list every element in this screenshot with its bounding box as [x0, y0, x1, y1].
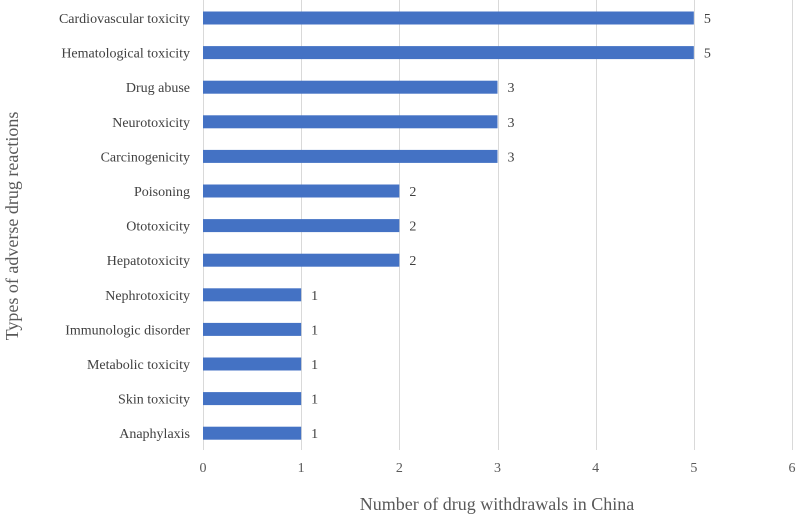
category-label: Poisoning — [134, 185, 190, 200]
category-label: Nephrotoxicity — [105, 289, 190, 304]
category-label: Cardiovascular toxicity — [59, 12, 190, 27]
x-tick-label: 2 — [396, 461, 403, 476]
data-label: 5 — [704, 12, 711, 27]
x-tick-label: 0 — [200, 461, 207, 476]
bar — [203, 426, 302, 440]
bars — [203, 11, 694, 440]
category-label: Anaphylaxis — [119, 427, 190, 442]
bar — [203, 288, 302, 302]
data-label: 3 — [508, 116, 515, 131]
category-label: Immunologic disorder — [65, 323, 190, 338]
data-label: 1 — [311, 427, 318, 442]
x-tick-label: 6 — [789, 461, 796, 476]
data-label: 3 — [508, 150, 515, 165]
data-labels: 5 5 3 3 3 2 2 2 1 1 1 1 1 — [311, 12, 711, 442]
gridlines — [203, 0, 793, 450]
data-label: 2 — [409, 220, 416, 235]
data-label: 1 — [311, 358, 318, 373]
x-tick-label: 1 — [298, 461, 305, 476]
category-label: Skin toxicity — [118, 393, 190, 408]
x-tick-label: 3 — [494, 461, 501, 476]
bar — [203, 184, 400, 198]
category-label: Hematological toxicity — [61, 47, 190, 62]
x-axis-title: Number of drug withdrawals in China — [360, 494, 634, 514]
bar — [203, 392, 302, 406]
bar — [203, 149, 498, 163]
data-label: 5 — [704, 47, 711, 62]
data-label: 3 — [508, 81, 515, 96]
x-tick-label: 4 — [592, 461, 599, 476]
data-label: 1 — [311, 393, 318, 408]
category-label: Neurotoxicity — [112, 116, 190, 131]
data-label: 2 — [409, 254, 416, 269]
category-label: Hepatotoxicity — [107, 254, 190, 269]
data-label: 1 — [311, 323, 318, 338]
bar — [203, 115, 498, 129]
y-axis-title: Types of adverse drug reactions — [2, 112, 22, 341]
bar — [203, 219, 400, 233]
category-label: Ototoxicity — [126, 220, 190, 235]
bar — [203, 46, 694, 60]
category-label: Carcinogenicity — [101, 150, 190, 165]
category-labels: Cardiovascular toxicity Hematological tox… — [59, 12, 190, 442]
category-label: Drug abuse — [126, 81, 190, 96]
data-label: 2 — [409, 185, 416, 200]
category-label: Metabolic toxicity — [87, 358, 190, 373]
x-tick-labels: 0 1 2 3 4 5 6 — [200, 461, 796, 476]
bar — [203, 322, 302, 336]
bar — [203, 80, 498, 94]
data-label: 1 — [311, 289, 318, 304]
bar — [203, 357, 302, 371]
bar — [203, 11, 694, 25]
bar — [203, 253, 400, 267]
x-tick-label: 5 — [690, 461, 697, 476]
